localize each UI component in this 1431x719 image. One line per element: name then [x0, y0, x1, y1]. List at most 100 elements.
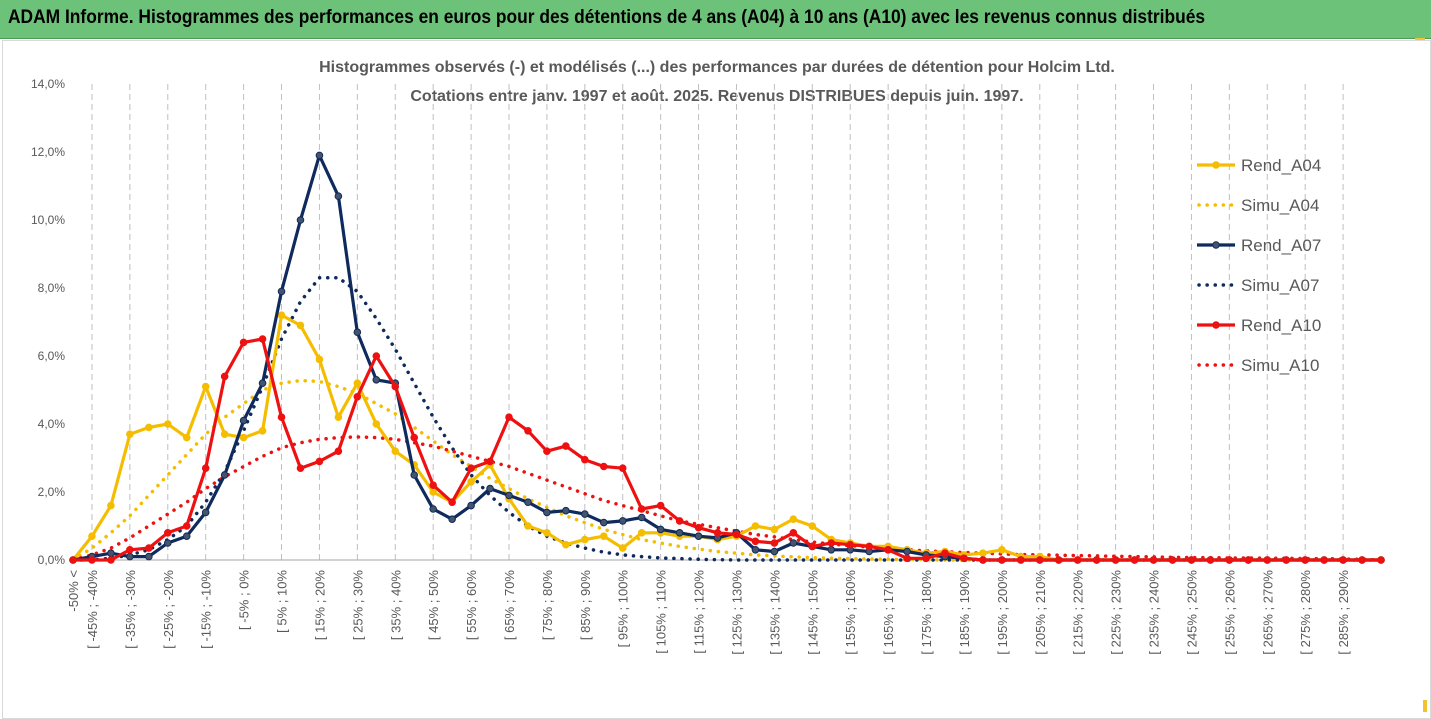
data-point — [903, 547, 911, 556]
x-tick-label: [ 195% ; 200% — [995, 570, 1010, 655]
x-tick-label: [ -35% ; -30% — [123, 570, 138, 649]
x-tick-label: -50% < — [66, 570, 81, 612]
data-point — [599, 518, 608, 527]
data-point — [277, 311, 286, 320]
data-point — [1168, 556, 1177, 564]
legend-label: Rend_A04 — [1241, 156, 1321, 175]
data-point — [543, 447, 551, 456]
data-point — [1244, 556, 1253, 564]
data-point — [770, 525, 779, 534]
x-tick-label: [ 225% ; 230% — [1109, 570, 1124, 655]
chart-title: Histogrammes observés (-) et modélisés (… — [319, 59, 1115, 76]
data-point — [201, 508, 210, 517]
y-tick-label: 0,0% — [38, 553, 66, 567]
data-point — [467, 501, 475, 510]
data-point — [543, 529, 551, 537]
legend-label: Simu_A04 — [1241, 196, 1319, 215]
data-point — [979, 549, 987, 558]
data-point — [1092, 556, 1101, 564]
data-point — [770, 547, 779, 556]
x-tick-label: [ 205% ; 210% — [1033, 570, 1048, 655]
x-tick-label: [ 65% ; 70% — [502, 570, 517, 641]
data-point — [751, 546, 760, 554]
data-point — [524, 498, 532, 507]
data-point — [145, 552, 153, 561]
data-point — [258, 379, 267, 388]
data-point — [770, 539, 779, 547]
data-point — [448, 515, 456, 524]
histogram-chart: Histogrammes observés (-) et modélisés (… — [31, 59, 1385, 655]
data-point — [922, 554, 930, 563]
series-line-simu-a07 — [71, 276, 1383, 562]
x-tick-label: [ 35% ; 40% — [388, 570, 403, 641]
data-point — [182, 522, 191, 530]
data-point — [637, 513, 646, 522]
data-point — [372, 352, 381, 360]
data-point — [1130, 556, 1139, 564]
y-tick-label: 8,0% — [38, 281, 66, 295]
report-title: ADAM Informe. Histogrammes des performan… — [8, 7, 1206, 28]
data-point — [1111, 556, 1120, 564]
data-point — [1073, 556, 1082, 564]
x-tick-label: [ 15% ; 20% — [312, 570, 327, 641]
data-point — [315, 355, 324, 364]
data-point — [694, 532, 703, 541]
data-point — [126, 552, 134, 561]
legend-marker — [1212, 161, 1220, 169]
data-point — [220, 430, 229, 439]
data-point — [505, 491, 513, 500]
y-tick-label: 4,0% — [38, 417, 66, 431]
x-tick-label: [ 155% ; 160% — [843, 570, 858, 655]
data-point — [391, 382, 400, 391]
data-point — [524, 522, 532, 530]
data-point — [315, 151, 324, 160]
x-tick-label: [ 175% ; 180% — [919, 570, 934, 655]
x-tick-label: [ 215% ; 220% — [1071, 570, 1086, 655]
data-point — [88, 532, 96, 541]
data-point — [562, 506, 570, 515]
x-tick-label: [ 165% ; 170% — [881, 570, 896, 655]
x-tick-label: [ 95% ; 100% — [616, 570, 631, 648]
x-tick-label: [ 135% ; 140% — [767, 570, 782, 655]
data-point — [713, 529, 722, 537]
data-point — [1017, 556, 1025, 564]
data-point — [69, 556, 77, 564]
data-point — [599, 462, 608, 471]
data-point — [201, 382, 210, 391]
data-point — [618, 464, 627, 473]
data-point — [145, 544, 153, 552]
data-point — [372, 420, 381, 428]
legend: Rend_A04 Simu_A04 Rend_A07 Simu_A07 Rend_A10… — [1197, 156, 1321, 375]
data-point — [126, 546, 134, 554]
data-point — [1282, 556, 1291, 564]
data-point — [296, 464, 305, 473]
data-point — [239, 416, 248, 425]
data-point — [884, 546, 892, 554]
x-tick-label: [ -5% ; 0% — [237, 570, 252, 630]
data-point — [637, 505, 646, 513]
data-point — [543, 508, 551, 517]
data-point — [353, 379, 362, 388]
data-point — [429, 488, 437, 496]
data-point — [656, 525, 665, 534]
data-point — [903, 554, 911, 563]
x-tick-label: [ 115% ; 120% — [692, 570, 707, 654]
data-point — [1187, 556, 1196, 564]
data-point — [107, 501, 115, 510]
y-tick-label: 6,0% — [38, 349, 66, 363]
data-point — [1149, 556, 1158, 564]
data-point — [562, 442, 570, 450]
data-point — [581, 510, 589, 518]
data-point — [220, 372, 229, 381]
corner-marker-bottom — [1423, 700, 1427, 712]
legend-label: Rend_A07 — [1241, 236, 1321, 255]
data-point — [467, 464, 475, 473]
series-line-simu-a10 — [71, 435, 1383, 562]
data-point — [865, 542, 873, 551]
data-point — [1377, 556, 1385, 564]
data-point — [239, 433, 248, 442]
data-point — [694, 523, 703, 532]
series-line-rend-a10 — [73, 337, 1381, 562]
x-tick-label: [ 265% ; 270% — [1260, 570, 1275, 655]
data-point — [599, 532, 608, 541]
